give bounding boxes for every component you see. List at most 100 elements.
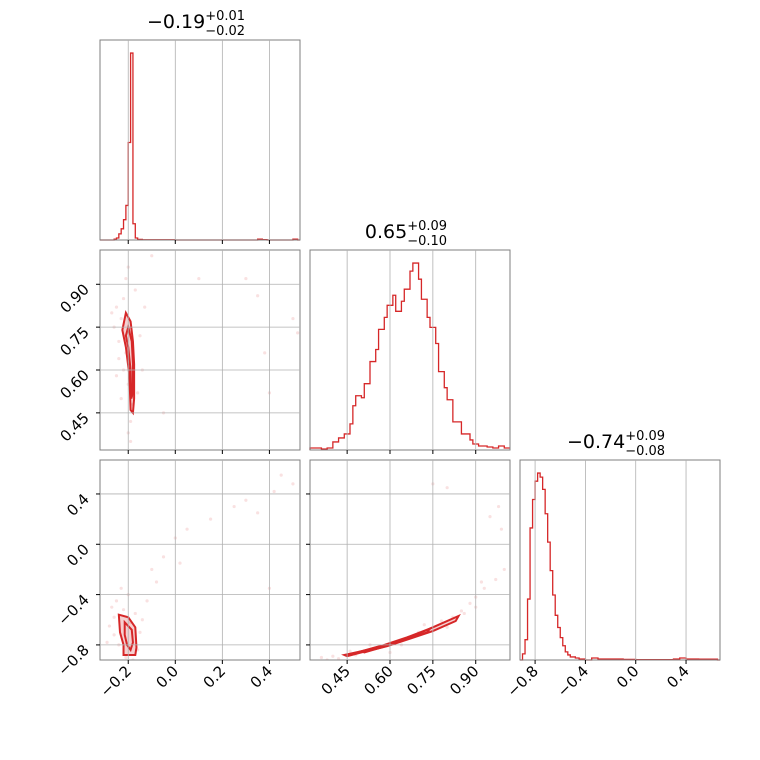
- sample-point: [119, 396, 123, 401]
- sample-point: [133, 611, 137, 616]
- sample-point: [161, 555, 166, 559]
- scatter-panel-p1-p3: [99, 459, 301, 661]
- y-tick-label: 0.75: [56, 323, 92, 359]
- title-lower-error: −0.08: [625, 444, 665, 459]
- sample-point: [112, 633, 116, 637]
- density-contour: [358, 626, 433, 654]
- parameter-title: −0.74+0.09 −0.08: [567, 429, 665, 459]
- sample-point: [136, 391, 140, 395]
- sample-point: [138, 630, 142, 634]
- sample-point: [331, 654, 335, 658]
- title-upper-error: +0.01: [205, 9, 245, 24]
- sample-point: [502, 567, 506, 572]
- x-tick-label: 0.45: [318, 662, 354, 698]
- x-tick-label: 0.4: [663, 662, 693, 692]
- sample-point: [244, 276, 248, 281]
- sample-point: [145, 599, 149, 603]
- sample-point: [114, 599, 119, 603]
- parameter-title: −0.19+0.01 −0.02: [147, 9, 245, 39]
- y-tick-label: 0.0: [63, 540, 93, 570]
- sample-point: [128, 419, 133, 424]
- y-tick-label: 0.4: [63, 490, 93, 520]
- title-lower-error: −0.10: [407, 234, 447, 249]
- scatter-panel-p1-p2: [99, 249, 301, 451]
- density-contour: [124, 323, 134, 399]
- sample-point: [232, 504, 236, 509]
- title-upper-error: +0.09: [625, 429, 665, 444]
- sample-point: [197, 276, 201, 281]
- sample-point: [117, 356, 121, 361]
- sample-point: [244, 498, 248, 502]
- sample-point: [291, 316, 295, 321]
- sample-point: [272, 489, 276, 494]
- x-tick-label: 0.75: [403, 662, 439, 698]
- sample-point: [319, 655, 324, 660]
- sample-point: [128, 439, 133, 444]
- sample-point: [279, 473, 283, 477]
- panel-frame: [519, 459, 721, 661]
- sample-point: [119, 586, 123, 590]
- sample-point: [138, 334, 142, 338]
- sample-point: [107, 624, 112, 628]
- density-contour: [117, 613, 138, 656]
- x-tick-label: −0.4: [554, 662, 592, 700]
- y-tick-label: −0.4: [54, 591, 92, 629]
- x-tick-label: 0.90: [446, 662, 482, 698]
- sample-point: [336, 657, 341, 660]
- sample-point: [105, 640, 109, 644]
- parameter-title: 0.65+0.09 −0.10: [365, 219, 447, 249]
- title-median: 0.65: [365, 221, 407, 243]
- sample-point: [110, 605, 114, 609]
- title-upper-error: +0.09: [407, 219, 447, 234]
- sample-point: [496, 504, 501, 509]
- panel-frame: [309, 249, 511, 451]
- sample-point: [121, 296, 126, 301]
- sample-point: [143, 305, 147, 309]
- x-tick-label: 0.4: [247, 662, 277, 692]
- panel-frame: [99, 39, 301, 241]
- sample-point: [119, 316, 123, 321]
- sample-point: [422, 623, 426, 627]
- y-tick-label: 0.60: [56, 366, 92, 402]
- histogram-curve: [520, 472, 720, 661]
- sample-point: [112, 615, 116, 619]
- x-tick-label: 0.60: [360, 662, 396, 698]
- density-contour: [123, 619, 134, 653]
- sample-point: [488, 515, 492, 519]
- sample-point: [263, 351, 267, 355]
- x-tick-label: 0.0: [613, 662, 643, 692]
- sample-point: [117, 339, 121, 344]
- scatter-panel-p2-p3: [309, 459, 511, 661]
- sample-point: [468, 601, 472, 605]
- histogram-panel-p3: [519, 459, 721, 661]
- x-tick-label: 0.2: [200, 662, 230, 692]
- sample-point: [140, 618, 144, 622]
- sample-point: [462, 611, 466, 616]
- sample-point: [154, 580, 159, 584]
- sample-point: [124, 276, 128, 281]
- histogram-panel-p2: [309, 249, 511, 451]
- y-tick-label: 0.45: [56, 409, 92, 445]
- sample-point: [185, 527, 189, 531]
- y-tick-label: 0.90: [56, 280, 92, 316]
- x-tick-label: −0.8: [503, 662, 541, 700]
- sample-point: [133, 288, 137, 292]
- sample-point: [439, 619, 444, 623]
- panel-frame: [309, 459, 511, 661]
- sample-point: [208, 517, 213, 521]
- sample-point: [499, 527, 504, 531]
- y-tick-label: −0.8: [54, 641, 92, 679]
- sample-point: [150, 567, 154, 572]
- sample-point: [178, 561, 182, 565]
- sample-point: [296, 331, 300, 335]
- sample-point: [256, 511, 260, 515]
- sample-point: [150, 254, 154, 258]
- panel-frame: [99, 249, 301, 451]
- sample-point: [445, 486, 449, 490]
- histogram-curve: [309, 262, 510, 450]
- sample-point: [459, 609, 464, 613]
- sample-point: [124, 655, 128, 660]
- x-tick-label: 0.0: [153, 662, 183, 692]
- histogram-panel-p1: [99, 39, 301, 241]
